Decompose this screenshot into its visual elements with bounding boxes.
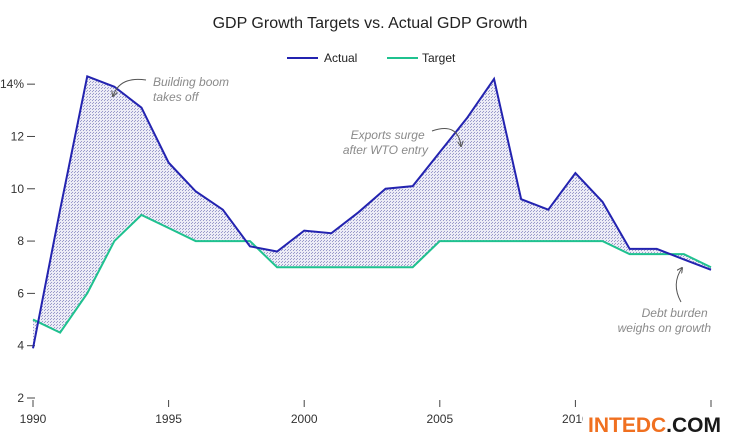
y-axis: 2 4 6 8 10 12 14% — [0, 77, 35, 405]
series-line-actual — [32, 74, 712, 349]
legend-label-actual: Actual — [324, 51, 357, 65]
legend-label-target: Target — [422, 51, 456, 65]
annotation-line: Debt burden — [642, 306, 708, 320]
svg-text:Building boom takes off: Building boom takes off — [153, 75, 232, 104]
x-tick-label: 2010 — [562, 412, 589, 426]
watermark: INTEDC.COM — [583, 409, 733, 439]
annotation-line: Building boom — [153, 75, 229, 89]
svg-text:Debt burden weighs on gr: Debt burden weighs on growth — [618, 306, 712, 335]
annotation-line: after WTO entry — [343, 143, 429, 157]
svg-text:INTEDC.COM: INTEDC.COM — [588, 414, 721, 437]
annotation-arrow — [675, 268, 682, 303]
chart-title: GDP Growth Targets vs. Actual GDP Growth — [213, 15, 528, 32]
annotation-line: Exports surge — [351, 128, 425, 142]
annotation-line: takes off — [153, 90, 200, 104]
series-line-target — [32, 213, 712, 334]
x-tick-label: 1990 — [20, 412, 47, 426]
annotation-exports-surge: Exports surge after WTO entry — [343, 128, 461, 157]
x-tick-label: 2000 — [291, 412, 318, 426]
fill-between-area — [33, 76, 711, 349]
annotation-arrow — [113, 78, 147, 96]
y-tick-label: 8 — [17, 234, 24, 248]
x-tick-label: 1995 — [155, 412, 182, 426]
y-tick-label: 2 — [17, 391, 24, 405]
legend: Actual Target — [287, 51, 456, 65]
y-tick-label: 14% — [0, 77, 24, 91]
watermark-suffix: .COM — [666, 414, 721, 437]
annotation-arrow — [431, 128, 461, 146]
y-tick-label: 4 — [17, 339, 24, 353]
annotation-debt-burden: Debt burden weighs on growth — [618, 268, 712, 335]
y-tick-label: 12 — [11, 129, 25, 143]
annotation-line: weighs on growth — [618, 321, 712, 335]
x-tick-label: 2005 — [426, 412, 453, 426]
y-tick-label: 10 — [11, 182, 25, 196]
annotation-building-boom: Building boom takes off — [113, 75, 232, 104]
svg-text:Exports surge after WTO: Exports surge after WTO entry — [343, 128, 429, 157]
watermark-prefix: INTEDC — [588, 414, 666, 437]
y-tick-label: 6 — [17, 286, 24, 300]
watermark-background — [583, 409, 733, 439]
